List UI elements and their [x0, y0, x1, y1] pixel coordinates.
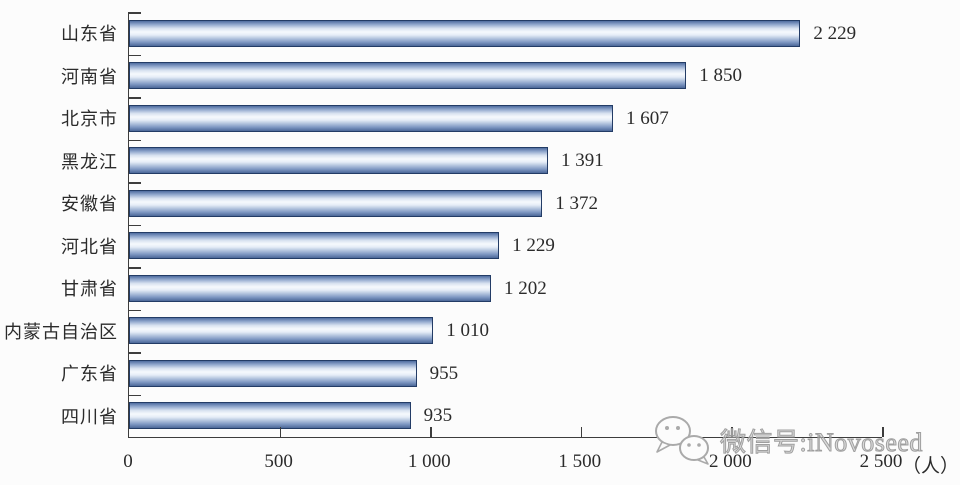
bar [129, 19, 801, 47]
category-label: 广东省 [61, 364, 118, 385]
bar [129, 104, 614, 132]
category-label: 安徽省 [61, 194, 118, 215]
category-label: 四川省 [61, 406, 118, 427]
bar [129, 274, 492, 302]
x-tick-label: 1 500 [558, 451, 602, 472]
x-tick-label: 1 000 [407, 451, 451, 472]
wechat-bubbles-icon [655, 416, 709, 465]
bar [129, 62, 687, 90]
bar [129, 317, 434, 345]
category-label: 内蒙古自治区 [4, 321, 118, 342]
category-labels: 山东省河南省北京市黑龙江安徽省河北省甘肃省内蒙古自治区广东省四川省 [0, 0, 118, 485]
y-axis-tick [129, 139, 141, 141]
value-label: 1 229 [512, 235, 555, 257]
y-axis-tick [129, 12, 141, 14]
value-label: 1 010 [446, 320, 489, 342]
category-label: 北京市 [61, 109, 118, 130]
y-axis-tick [129, 97, 141, 99]
value-label: 1 607 [626, 107, 669, 129]
value-label: 1 391 [560, 150, 604, 172]
y-axis-tick [129, 309, 141, 311]
y-axis-tick [129, 352, 141, 354]
x-tick-label: 0 [123, 451, 133, 472]
bar [129, 359, 417, 387]
value-label: 955 [429, 362, 459, 384]
category-label: 河南省 [61, 66, 118, 87]
x-axis-tick [279, 427, 282, 437]
x-tick-label: 2 500 [859, 451, 903, 472]
value-label: 2 229 [813, 22, 857, 44]
x-axis-tick [430, 427, 432, 437]
category-label: 河北省 [61, 236, 118, 257]
bar [129, 402, 411, 430]
plot-area: 2 229 1 850 1 607 1 391 1 372 1 229 1 202 1 010… [128, 12, 884, 438]
bar [129, 147, 548, 175]
category-label: 甘肃省 [61, 279, 118, 300]
category-label: 山东省 [61, 24, 118, 45]
x-axis-unit-label: （人） [902, 456, 960, 477]
x-axis-tick [882, 427, 884, 437]
watermark-text: 微信号:iNovoseed [720, 427, 923, 457]
x-axis-tick [731, 427, 733, 437]
value-label: 1 372 [555, 192, 598, 214]
value-label: 935 [423, 405, 453, 427]
y-axis-tick [129, 182, 141, 184]
y-axis-tick [129, 54, 141, 56]
watermark: 微信号:iNovoseed [650, 414, 923, 466]
value-label: 1 850 [699, 65, 742, 87]
bar [129, 232, 500, 260]
x-tick-label: 500 [264, 451, 293, 472]
y-axis-tick [129, 394, 141, 396]
x-axis-tick [580, 427, 583, 437]
bar [129, 189, 543, 217]
x-tick-label: 2 000 [709, 451, 752, 472]
y-axis-tick [129, 224, 141, 226]
y-axis-tick [129, 267, 141, 269]
value-label: 1 202 [504, 277, 547, 299]
category-label: 黑龙江 [61, 151, 118, 172]
